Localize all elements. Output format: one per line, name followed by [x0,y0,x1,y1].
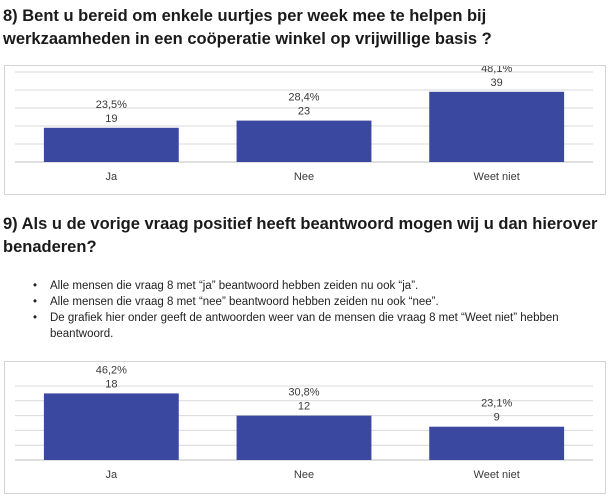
note-text: Alle mensen die vraag 8 met “nee” beantw… [50,296,439,308]
bar [43,127,179,162]
bar [429,426,565,460]
notes-list: • Alle mensen die vraag 8 met “ja” beantw… [30,278,590,342]
data-label-percent: 23,5% [96,99,127,111]
note-text: Alle mensen die vraag 8 met “ja” beantwo… [50,280,419,292]
data-label-percent: 46,2% [96,364,127,376]
data-label-percent: 23,1% [481,398,512,410]
bar [236,415,372,460]
category-label: Ja [106,469,119,481]
category-label: Weet niet [474,171,520,183]
category-label: Nee [294,171,314,183]
data-label-count: 19 [105,113,117,125]
bar [43,393,179,460]
category-label: Weet niet [474,469,520,481]
chart-question-8: 23,5% 19 Ja 28,4% 23 Nee 48,1% 39 Weet niet [4,65,606,195]
note-item: • De grafiek hier onder geeft de antwoord… [30,310,590,342]
bullet-icon: • [32,280,38,292]
question-8-title: 8) Bent u bereid om enkele uurtjes per w… [3,7,492,48]
data-label-count: 39 [491,77,503,89]
data-label-percent: 28,4% [288,92,319,104]
note-item: • Alle mensen die vraag 8 met “nee” beant… [30,294,590,310]
bullet-icon: • [32,296,38,308]
chart-question-9-svg: 46,2% 18 Ja 30,8% 12 Nee 23,1% 9 Weet niet [15,364,593,481]
bar [429,91,565,162]
category-label: Nee [294,469,314,481]
chart-question-8-svg: 23,5% 19 Ja 28,4% 23 Nee 48,1% 39 Weet niet [15,66,593,183]
question-9-title: 9) Als u de vorige vraag positief heeft … [3,215,598,256]
note-text: De grafiek hier onder geeft de antwoorde… [50,312,559,340]
bullet-icon: • [32,312,38,324]
chart-question-9: 46,2% 18 Ja 30,8% 12 Nee 23,1% 9 Weet niet [4,361,606,494]
note-item: • Alle mensen die vraag 8 met “ja” beantw… [30,278,590,294]
data-label-count: 23 [298,106,310,118]
data-label-count: 9 [494,412,500,424]
bar [236,120,372,162]
data-label-count: 12 [298,401,310,413]
data-label-percent: 48,1% [481,66,512,75]
data-label-count: 18 [105,378,117,390]
category-label: Ja [106,171,119,183]
data-label-percent: 30,8% [288,387,319,399]
